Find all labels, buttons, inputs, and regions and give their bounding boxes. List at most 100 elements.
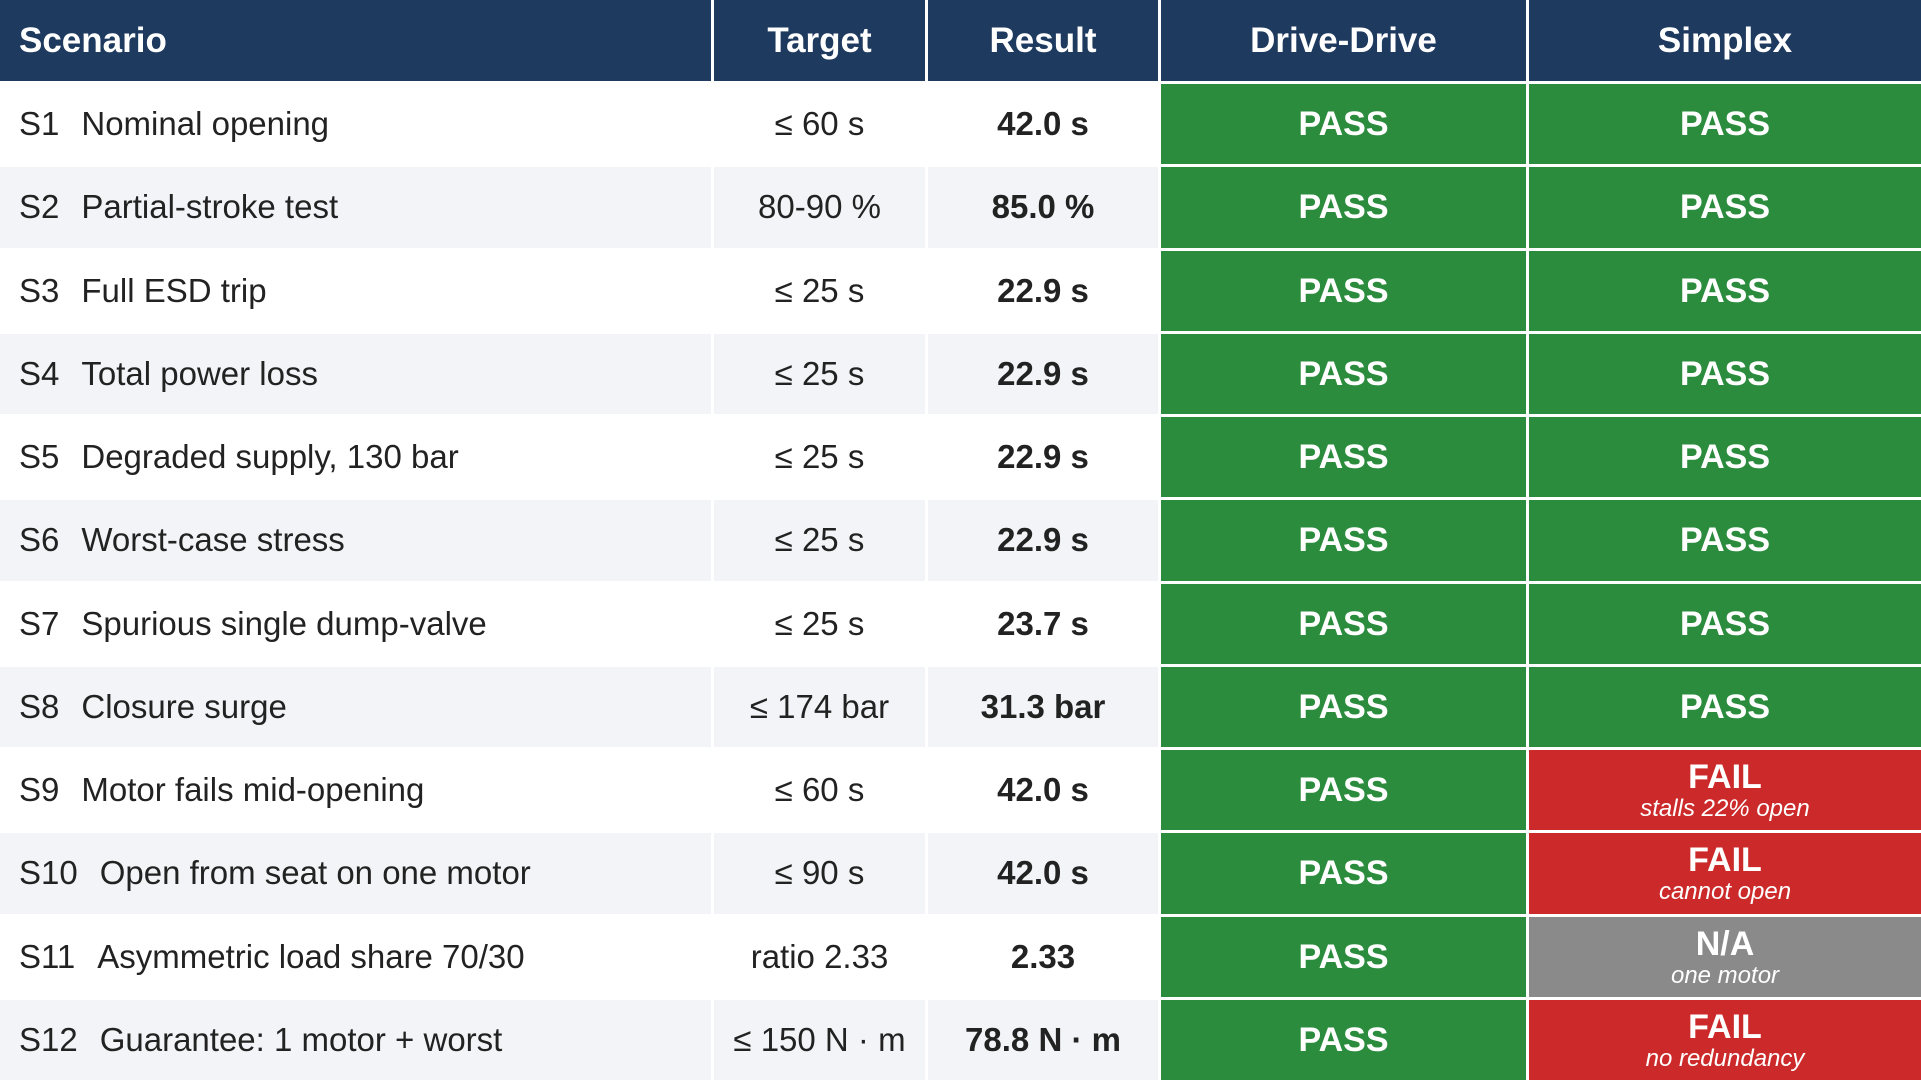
simplex-status: FAIL no redundancy [1529, 999, 1921, 1080]
scenario-name: Guarantee: 1 motor + worst [99, 1020, 503, 1058]
simplex-status: PASS [1529, 167, 1921, 248]
status-label: PASS [1298, 937, 1389, 976]
status-note: one motor [1670, 961, 1780, 989]
drive-drive-status: PASS [1161, 916, 1526, 997]
status-note: stalls 22% open [1640, 795, 1810, 823]
status-label: PASS [1679, 271, 1771, 310]
status-label: PASS [1298, 771, 1389, 810]
scenario-cell: S1 Nominal opening [0, 84, 711, 165]
target-cell: ≤ 60 s [714, 750, 925, 831]
status-label: PASS [1298, 604, 1389, 643]
result-cell: 42.0 s [928, 84, 1158, 165]
scenario-cell: S2 Partial-stroke test [0, 167, 711, 248]
status-label: FAIL [1688, 841, 1762, 880]
status-label: PASS [1679, 521, 1771, 560]
simplex-status: FAIL cannot open [1529, 833, 1921, 914]
result-cell: 23.7 s [928, 583, 1158, 664]
target-cell: ≤ 90 s [714, 833, 925, 914]
drive-drive-status: PASS [1161, 833, 1526, 914]
status-label: PASS [1679, 188, 1771, 227]
simplex-status: FAIL stalls 22% open [1529, 750, 1921, 831]
result-cell: 22.9 s [928, 417, 1158, 498]
scenario-cell: S10 Open from seat on one motor [0, 833, 711, 914]
scenario-id: S12 [19, 1020, 78, 1058]
scenario-id: S7 [19, 604, 60, 642]
simplex-status: PASS [1529, 500, 1921, 581]
scenario-cell: S7 Spurious single dump-valve [0, 583, 711, 664]
result-cell: 42.0 s [928, 750, 1158, 831]
scenario-id: S5 [19, 438, 60, 476]
simplex-status: PASS [1529, 333, 1921, 414]
scenario-cell: S9 Motor fails mid-opening [0, 750, 711, 831]
status-note: no redundancy [1645, 1044, 1805, 1072]
scenario-cell: S12 Guarantee: 1 motor + worst [0, 999, 711, 1080]
drive-drive-status: PASS [1161, 167, 1526, 248]
scenario-cell: S3 Full ESD trip [0, 250, 711, 331]
scenario-id: S6 [19, 521, 60, 559]
scenario-cell: S4 Total power loss [0, 333, 711, 414]
drive-drive-status: PASS [1161, 333, 1526, 414]
scenario-name: Worst-case stress [81, 521, 345, 559]
result-cell: 22.9 s [928, 250, 1158, 331]
scenario-name: Degraded supply, 130 bar [81, 438, 459, 476]
drive-drive-status: PASS [1161, 583, 1526, 664]
scenario-id: S1 [19, 105, 60, 143]
status-label: PASS [1298, 854, 1389, 893]
scenario-name: Nominal opening [81, 105, 330, 143]
target-cell: ratio 2.33 [714, 916, 925, 997]
target-cell: ≤ 25 s [714, 250, 925, 331]
simplex-status: PASS [1529, 417, 1921, 498]
scenario-cell: S6 Worst-case stress [0, 500, 711, 581]
simplex-status: PASS [1529, 666, 1921, 747]
status-note: cannot open [1658, 878, 1792, 906]
result-cell: 85.0 % [928, 167, 1158, 248]
status-label: PASS [1298, 521, 1389, 560]
scenario-id: S4 [19, 354, 60, 392]
scenario-cell: S11 Asymmetric load share 70/30 [0, 916, 711, 997]
result-cell: 2.33 [928, 916, 1158, 997]
drive-drive-status: PASS [1161, 750, 1526, 831]
result-cell: 22.9 s [928, 500, 1158, 581]
header-target: Target [714, 0, 925, 81]
header-simplex: Simplex [1529, 0, 1921, 81]
drive-drive-status: PASS [1161, 84, 1526, 165]
drive-drive-status: PASS [1161, 999, 1526, 1080]
scenario-name: Spurious single dump-valve [81, 604, 487, 642]
scenario-name: Partial-stroke test [81, 188, 339, 226]
target-cell: 80-90 % [714, 167, 925, 248]
status-label: PASS [1298, 354, 1389, 393]
scenario-name: Asymmetric load share 70/30 [97, 937, 525, 975]
status-label: FAIL [1688, 758, 1762, 797]
result-cell: 42.0 s [928, 833, 1158, 914]
simplex-status: N/A one motor [1529, 916, 1921, 997]
target-cell: ≤ 174 bar [714, 666, 925, 747]
scenario-cell: S8 Closure surge [0, 666, 711, 747]
scenario-id: S8 [19, 687, 60, 725]
target-cell: ≤ 25 s [714, 333, 925, 414]
target-cell: ≤ 150 N · m [714, 999, 925, 1080]
header-result: Result [928, 0, 1158, 81]
status-label: PASS [1298, 188, 1389, 227]
scenario-id: S3 [19, 271, 60, 309]
result-cell: 22.9 s [928, 333, 1158, 414]
result-cell: 31.3 bar [928, 666, 1158, 747]
status-label: PASS [1298, 1020, 1389, 1059]
scenario-id: S9 [19, 771, 60, 809]
result-cell: 78.8 N · m [928, 999, 1158, 1080]
target-cell: ≤ 25 s [714, 417, 925, 498]
status-label: PASS [1679, 105, 1771, 144]
scenario-name: Full ESD trip [81, 271, 267, 309]
scenario-name: Motor fails mid-opening [81, 771, 425, 809]
drive-drive-status: PASS [1161, 417, 1526, 498]
status-label: PASS [1679, 687, 1771, 726]
scenario-cell: S5 Degraded supply, 130 bar [0, 417, 711, 498]
simplex-status: PASS [1529, 250, 1921, 331]
scenario-name: Total power loss [81, 354, 318, 392]
target-cell: ≤ 60 s [714, 84, 925, 165]
status-label: FAIL [1688, 1007, 1762, 1046]
drive-drive-status: PASS [1161, 500, 1526, 581]
target-cell: ≤ 25 s [714, 500, 925, 581]
status-label: PASS [1298, 687, 1389, 726]
drive-drive-status: PASS [1161, 666, 1526, 747]
